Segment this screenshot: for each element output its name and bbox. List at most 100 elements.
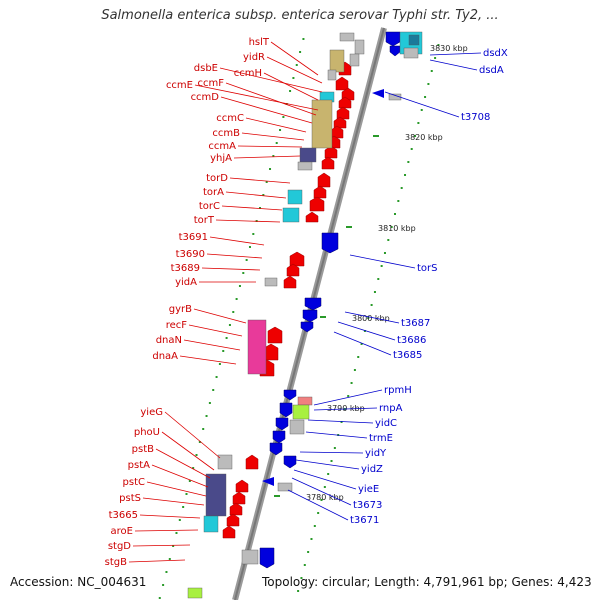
feature-block[interactable] <box>329 49 345 73</box>
gene-label-dnaA[interactable]: dnaA <box>152 351 178 362</box>
gene-label-ccmB[interactable]: ccmB <box>212 128 240 139</box>
gene-label-phoU[interactable]: phoU <box>134 427 160 438</box>
reverse-gene-arrow[interactable] <box>321 232 339 254</box>
gene-label-torD[interactable]: torD <box>206 173 228 184</box>
gene-label-dsdX[interactable]: dsdX <box>483 48 508 59</box>
gene-label-rnpA[interactable]: rnpA <box>379 403 403 414</box>
gene-label-aroE[interactable]: aroE <box>111 526 133 537</box>
gene-label-t3671[interactable]: t3671 <box>350 515 379 526</box>
feature-block[interactable] <box>339 32 355 42</box>
forward-gene-arrow[interactable] <box>267 326 283 344</box>
gene-label-yidZ[interactable]: yidZ <box>361 464 383 475</box>
reverse-gene-arrow[interactable] <box>279 402 293 418</box>
gene-label-rpmH[interactable]: rpmH <box>384 385 412 396</box>
feature-block[interactable] <box>264 277 278 287</box>
feature-block[interactable] <box>354 39 365 55</box>
reverse-gene-arrow[interactable] <box>272 430 286 444</box>
gene-label-torC[interactable]: torC <box>199 201 220 212</box>
reverse-gene-arrow[interactable] <box>300 321 314 333</box>
feature-block[interactable] <box>203 515 219 533</box>
forward-gene-arrow[interactable] <box>321 156 335 170</box>
feature-block[interactable] <box>217 454 233 470</box>
gene-label-t3673[interactable]: t3673 <box>353 500 382 511</box>
gene-label-ccmF[interactable]: ccmF <box>198 78 225 89</box>
gene-label-yidA[interactable]: yidA <box>175 277 197 288</box>
forward-gene-arrow[interactable] <box>283 275 297 289</box>
gene-label-t3685[interactable]: t3685 <box>393 350 422 361</box>
feature-block[interactable] <box>277 482 293 492</box>
reverse-gene-arrow[interactable] <box>283 455 297 469</box>
feature-block[interactable] <box>289 419 305 435</box>
gene-label-t3708[interactable]: t3708 <box>461 112 490 123</box>
gene-label-dsbE[interactable]: dsbE <box>194 63 218 74</box>
gene-label-yhjA[interactable]: yhjA <box>210 153 232 164</box>
feature-block[interactable] <box>299 147 317 163</box>
reverse-gene-arrow[interactable] <box>389 45 401 57</box>
forward-gene-arrow[interactable] <box>309 196 325 212</box>
reverse-gene-arrow[interactable] <box>302 309 318 323</box>
feature-block[interactable] <box>247 319 267 375</box>
forward-gene-arrow[interactable] <box>313 185 327 199</box>
gene-label-t3690[interactable]: t3690 <box>176 249 205 260</box>
gene-label-dsdA[interactable]: dsdA <box>479 65 504 76</box>
feature-block[interactable] <box>297 396 313 406</box>
forward-gene-arrow[interactable] <box>235 479 249 493</box>
gene-label-yieE[interactable]: yieE <box>358 484 379 495</box>
forward-gene-arrow[interactable] <box>338 96 352 109</box>
reverse-gene-arrow[interactable] <box>385 31 401 47</box>
gene-label-pstA[interactable]: pstA <box>128 460 150 471</box>
gene-label-gyrB[interactable]: gyrB <box>169 304 192 315</box>
forward-gene-arrow[interactable] <box>317 172 331 188</box>
gene-label-t3689[interactable]: t3689 <box>171 263 200 274</box>
forward-gene-arrow[interactable] <box>289 251 305 267</box>
forward-gene-arrow[interactable] <box>335 76 349 91</box>
gene-label-torS[interactable]: torS <box>417 263 438 274</box>
gene-label-t3665[interactable]: t3665 <box>109 510 138 521</box>
gene-label-pstB[interactable]: pstB <box>132 444 154 455</box>
feature-block[interactable] <box>241 549 259 565</box>
gene-label-dnaN[interactable]: dnaN <box>156 335 182 346</box>
gene-label-t3687[interactable]: t3687 <box>401 318 430 329</box>
feature-block[interactable] <box>297 161 313 171</box>
forward-gene-arrow[interactable] <box>336 106 350 120</box>
gene-label-ccmD[interactable]: ccmD <box>191 92 220 103</box>
feature-block[interactable] <box>187 587 203 599</box>
forward-gene-arrow[interactable] <box>333 116 347 129</box>
feature-block[interactable] <box>349 53 360 67</box>
feature-block[interactable] <box>408 34 420 46</box>
feature-block[interactable] <box>282 207 300 223</box>
feature-block[interactable] <box>287 189 303 205</box>
reverse-gene-arrow[interactable] <box>259 547 275 569</box>
forward-gene-arrow[interactable] <box>222 525 236 539</box>
forward-gene-arrow[interactable] <box>232 491 246 505</box>
gene-label-yidR[interactable]: yidR <box>243 52 265 63</box>
forward-gene-arrow[interactable] <box>229 502 243 516</box>
gene-label-recF[interactable]: recF <box>166 320 188 331</box>
forward-gene-arrow[interactable] <box>245 454 259 470</box>
gene-label-yidC[interactable]: yidC <box>375 418 397 429</box>
reverse-gene-arrow[interactable] <box>275 417 289 431</box>
gene-label-ccmC[interactable]: ccmC <box>216 113 244 124</box>
gene-label-torA[interactable]: torA <box>203 187 224 198</box>
reverse-gene-arrow[interactable] <box>262 477 274 486</box>
reverse-gene-arrow[interactable] <box>269 442 283 456</box>
forward-gene-arrow[interactable] <box>226 513 240 527</box>
reverse-gene-arrow[interactable] <box>283 389 297 401</box>
feature-block[interactable] <box>205 473 227 517</box>
gene-label-hslT[interactable]: hslT <box>249 37 270 48</box>
forward-gene-arrow[interactable] <box>324 145 338 159</box>
gene-label-ccmH[interactable]: ccmH <box>234 68 262 79</box>
reverse-gene-arrow[interactable] <box>372 89 384 98</box>
gene-label-pstS[interactable]: pstS <box>119 493 141 504</box>
gene-label-stgD[interactable]: stgD <box>108 541 131 552</box>
gene-label-ccmA[interactable]: ccmA <box>208 141 236 152</box>
gene-label-yieG[interactable]: yieG <box>140 407 163 418</box>
gene-label-stgB[interactable]: stgB <box>105 557 127 568</box>
feature-block[interactable] <box>327 69 337 81</box>
gene-label-t3691[interactable]: t3691 <box>179 232 208 243</box>
feature-block[interactable] <box>292 404 310 420</box>
gene-label-ccmE[interactable]: ccmE <box>166 80 193 91</box>
forward-gene-arrow[interactable] <box>305 211 319 223</box>
feature-block[interactable] <box>311 99 333 149</box>
